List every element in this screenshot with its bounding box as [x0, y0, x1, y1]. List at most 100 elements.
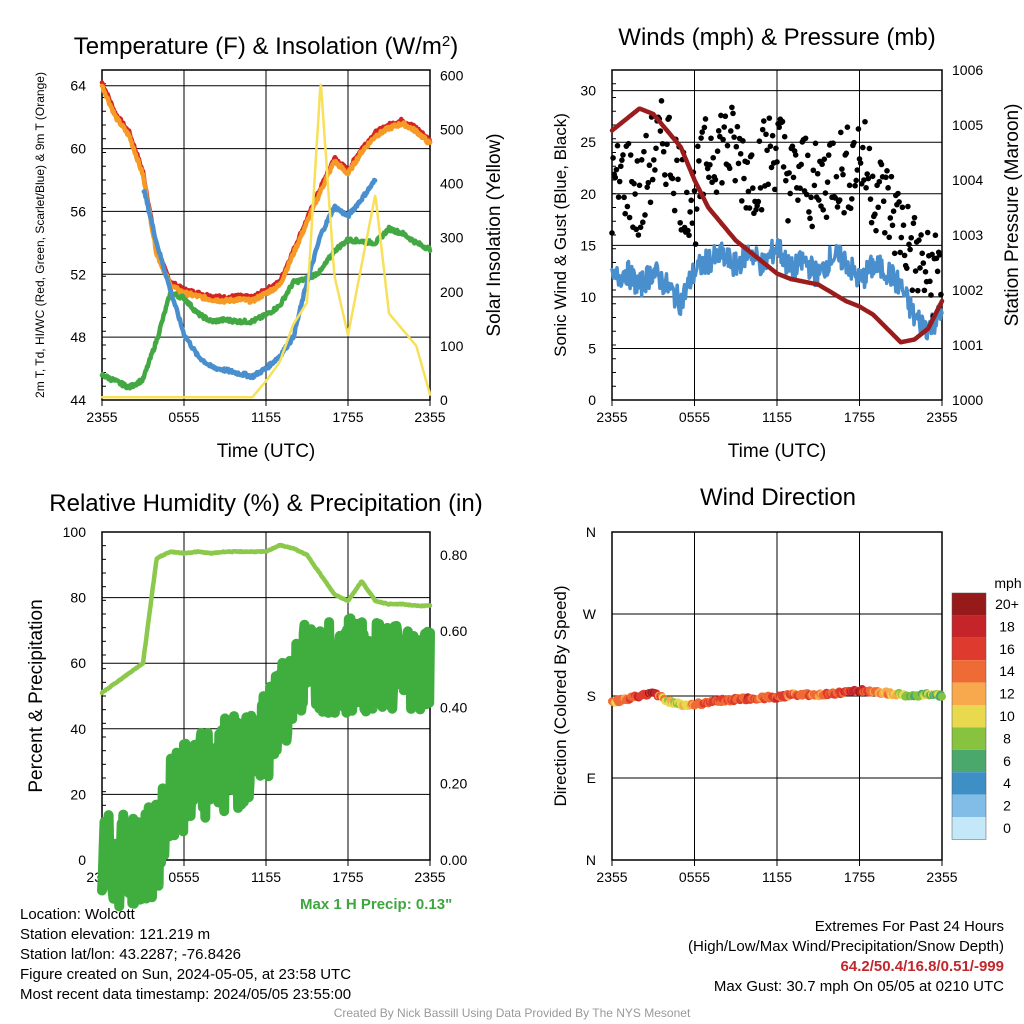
gust-point: [776, 124, 782, 131]
extremes-title: Extremes For Past 24 Hours: [814, 918, 1004, 935]
gust-point: [773, 145, 779, 152]
colorbar-label: 20+: [995, 596, 1019, 612]
colorbar-label: 2: [1003, 798, 1011, 814]
series-line: [609, 106, 945, 345]
gust-point: [761, 118, 767, 124]
colorbar-swatch: [952, 637, 986, 661]
gust-point: [897, 249, 903, 256]
gust-point: [732, 177, 738, 184]
gust-point: [633, 226, 639, 233]
gust-point: [741, 175, 747, 182]
x-tick-label: 2355: [596, 869, 627, 885]
gust-point: [884, 168, 890, 174]
series-line: [99, 83, 433, 305]
chart-title: Relative Humidity (%) & Precipitation (i…: [49, 490, 482, 517]
series-line: [141, 177, 378, 381]
direction-point: [938, 692, 946, 701]
gust-point: [748, 152, 755, 158]
gust-point: [849, 196, 855, 202]
gust-point: [701, 124, 708, 131]
gust-point: [918, 232, 924, 238]
gust-point: [640, 219, 646, 226]
credit-text: Created By Nick Bassill Using Data Provi…: [333, 1006, 691, 1020]
x-tick-label: 0555: [168, 869, 199, 885]
gust-point: [677, 219, 683, 226]
series-line: [610, 238, 944, 341]
gust-point: [699, 129, 705, 135]
gust-point: [718, 112, 724, 119]
y-tick-label: N: [586, 852, 596, 868]
gust-point: [839, 166, 845, 172]
gust-point: [786, 170, 792, 176]
y2-tick-label: 200: [440, 284, 464, 300]
gust-point: [900, 222, 907, 228]
gust-point: [861, 177, 867, 183]
chart-panel-2: Winds (mph) & Pressure (mb) 2355 0555 1155 1…: [551, 24, 1023, 462]
gust-point: [739, 198, 745, 204]
gust-point: [744, 159, 751, 166]
gust-point: [627, 152, 634, 158]
gust-point: [715, 128, 722, 134]
x-tick-label: 0555: [679, 409, 710, 425]
gust-point: [840, 171, 846, 178]
gust-point: [615, 194, 622, 200]
gust-point: [844, 124, 851, 130]
gust-point: [823, 214, 830, 221]
extremes-values: 64.2/50.4/16.8/0.51/-999: [840, 958, 1004, 975]
gust-point: [864, 171, 870, 177]
y2-tick-label: 0.00: [440, 852, 467, 868]
gust-point: [692, 241, 699, 247]
gust-point: [843, 150, 850, 157]
gust-point: [669, 175, 676, 182]
gust-point: [613, 166, 620, 173]
gust-point: [922, 269, 929, 275]
station-info: Location: Wolcott Station elevation: 121…: [20, 905, 351, 1005]
series-line: [99, 224, 433, 391]
gust-point: [670, 190, 677, 197]
y-tick-label: 25: [580, 134, 596, 150]
extremes-info: Extremes For Past 24 Hours (High/Low/Max…: [688, 917, 1004, 997]
y-tick-label: 44: [70, 392, 86, 408]
gust-point: [869, 173, 876, 180]
gust-point: [883, 174, 889, 181]
y-tick-label: 80: [70, 590, 86, 606]
y2-tick-label: 600: [440, 67, 464, 83]
gust-point: [830, 140, 836, 147]
gust-point: [889, 222, 896, 229]
y-tick-label: 48: [70, 329, 86, 345]
gust-point: [649, 176, 656, 183]
colorbar-label: 8: [1003, 730, 1011, 746]
gust-point: [728, 128, 734, 134]
gust-point: [774, 159, 780, 165]
x-tick-label: 1755: [332, 869, 363, 885]
gust-point: [867, 196, 874, 202]
x-axis-label: Time (UTC): [217, 441, 316, 462]
gust-point: [643, 132, 649, 139]
colorbar-swatch: [952, 615, 986, 638]
gust-point: [626, 214, 633, 221]
gust-point: [808, 194, 814, 201]
gust-point: [833, 173, 840, 180]
gust-point: [720, 136, 726, 143]
x-tick-label: 0555: [679, 869, 710, 885]
y-tick-label: 20: [70, 786, 86, 802]
gust-point: [730, 110, 736, 117]
gust-point: [937, 252, 943, 258]
gust-point: [707, 161, 713, 168]
gust-point: [691, 188, 698, 194]
gust-point: [812, 140, 819, 147]
gust-point: [687, 209, 693, 215]
gust-point: [757, 185, 764, 191]
series-hi-wc: [141, 177, 378, 381]
gust-point: [866, 145, 873, 152]
y2-tick-label: 0: [440, 392, 448, 408]
x-tick-label: 0555: [168, 409, 199, 425]
gust-point: [910, 220, 917, 227]
y2-tick-label: 1004: [952, 172, 983, 188]
gust-point: [685, 227, 691, 234]
gust-point: [904, 265, 910, 271]
recent-text: Most recent data timestamp: 2024/05/05 2…: [20, 986, 352, 1003]
gust-point: [671, 207, 678, 214]
x-tick-label: 1755: [844, 869, 875, 885]
x-tick-label: 1155: [251, 409, 281, 425]
